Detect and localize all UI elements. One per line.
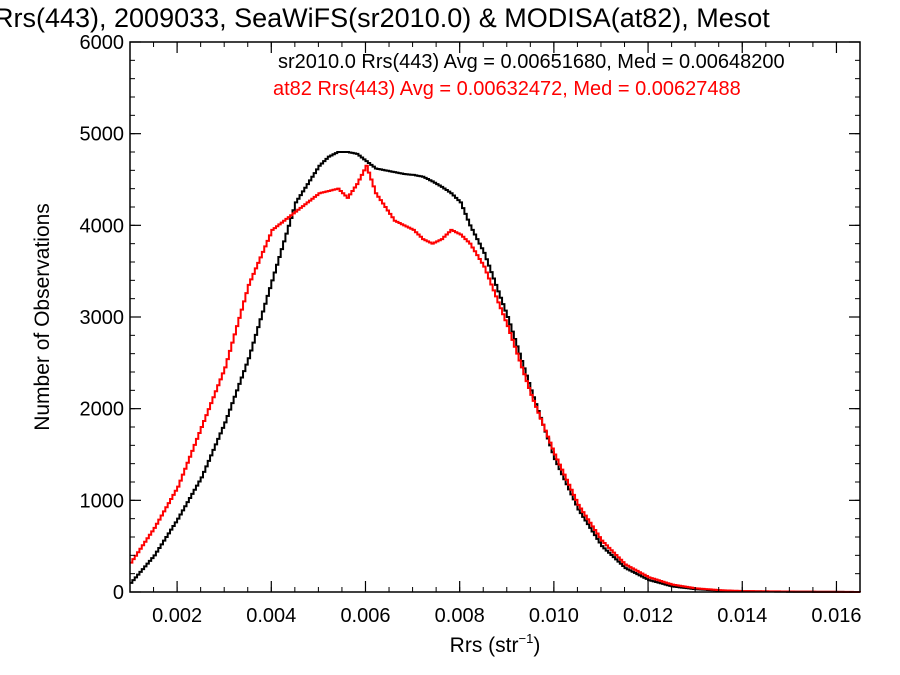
y-axis-label: Number of Observations [31,203,54,431]
x-tick-label: 0.002 [152,605,202,627]
x-axis-label-close: ) [533,634,540,657]
legend-entry-at82: at82 Rrs(443) Avg = 0.00632472, Med = 0.… [273,78,741,100]
y-tick-label: 4000 [80,215,125,237]
x-tick-label: 0.008 [435,605,485,627]
series-line-at82 [130,164,861,593]
chart-title: Rrs(443), 2009033, SeaWiFS(sr2010.0) & M… [0,3,770,33]
y-tick-label: 5000 [80,124,125,146]
y-tick-label: 2000 [80,399,125,421]
x-tick-label: 0.016 [811,605,861,627]
y-tick-label: 3000 [80,307,125,329]
y-tick-label: 0 [113,582,124,604]
x-axis: 0.002 0.004 0.006 0.008 0.010 0.012 0.014 0.016 [129,42,861,627]
x-tick-label: 0.012 [623,605,673,627]
y-tick-label: 1000 [80,490,125,512]
y-tick-label: 6000 [80,32,125,54]
series-layer [130,151,861,593]
x-tick-label: 0.006 [340,605,390,627]
legend: sr2010.0 Rrs(443) Avg = 0.00651680, Med … [273,51,785,100]
x-tick-label: 0.014 [717,605,767,627]
y-axis: 0 1000 2000 3000 4000 5000 6000 [80,32,860,604]
x-tick-label: 0.004 [246,605,296,627]
x-tick-label: 0.010 [529,605,579,627]
x-axis-label: Rrs (str−1) [450,631,541,657]
legend-entry-sr2010: sr2010.0 Rrs(443) Avg = 0.00651680, Med … [278,51,785,73]
x-axis-label-main: Rrs (str [450,634,519,657]
x-axis-label-sup: −1 [519,631,534,646]
